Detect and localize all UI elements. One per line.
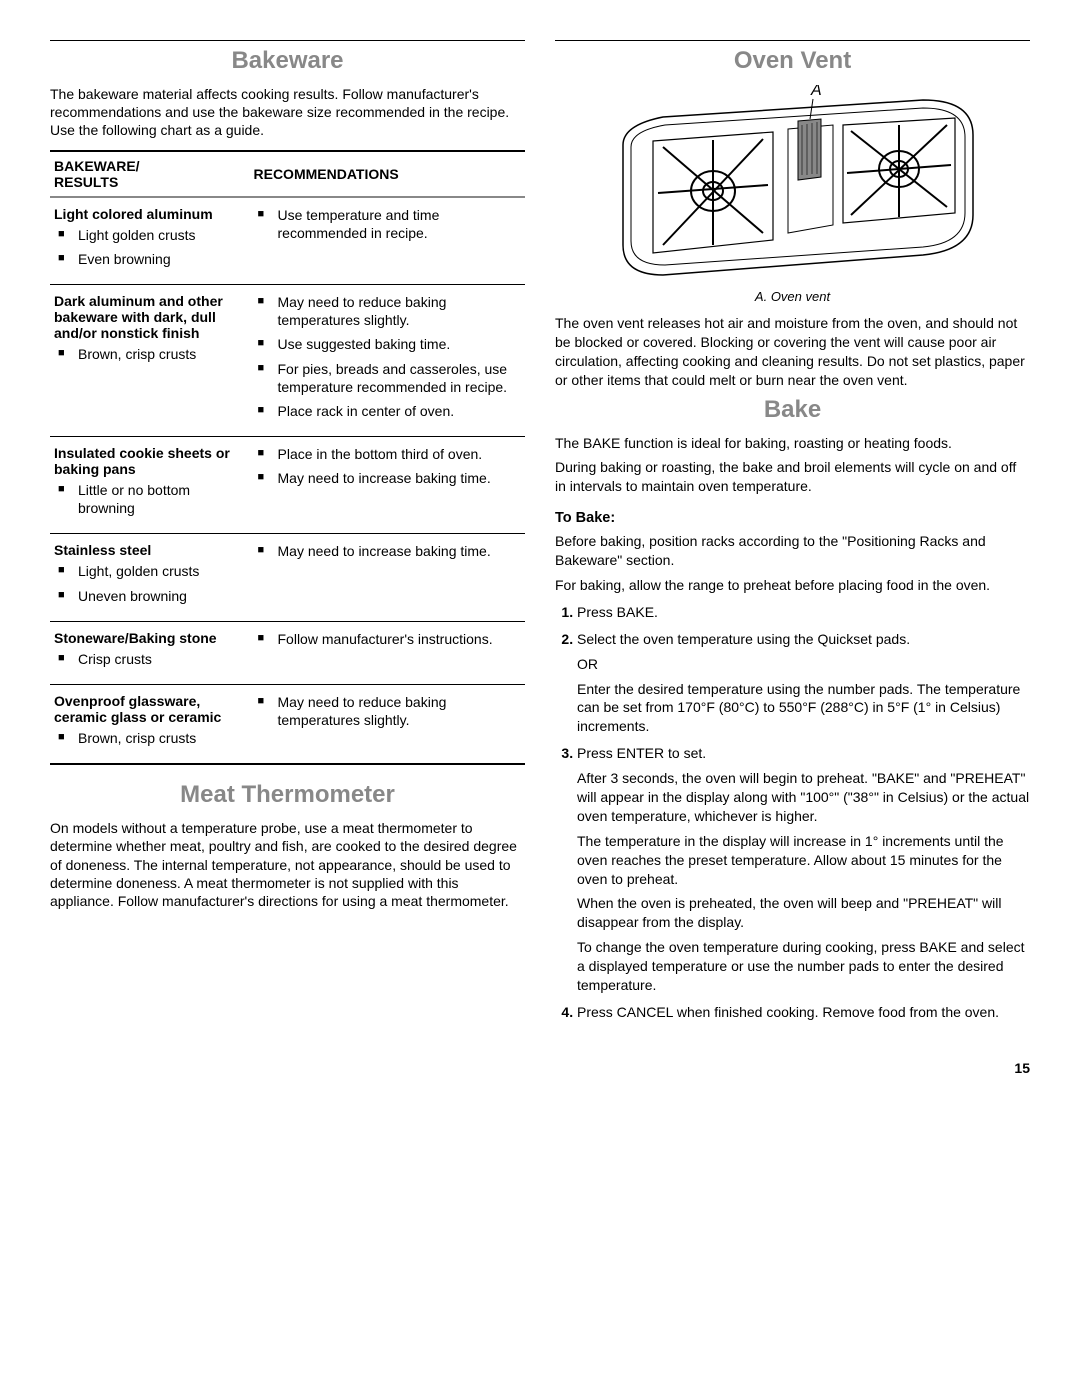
recommendation-item: Place in the bottom third of oven. [254,445,522,463]
material-name: Light colored aluminum [54,206,246,222]
step-sub: Enter the desired temperature using the … [577,680,1030,737]
recommendation-cell: May need to increase baking time. [250,534,526,621]
step-sub: After 3 seconds, the oven will begin to … [577,769,1030,826]
material-name: Dark aluminum and other bakeware with da… [54,293,246,341]
result-item: Brown, crisp crusts [54,345,246,363]
vent-caption: A. Oven vent [555,289,1030,304]
recommendation-item: May need to increase baking time. [254,469,522,487]
right-column: Oven Vent [555,40,1030,1030]
table-row: Stainless steel Light, golden crusts Uneve… [50,534,525,621]
result-item: Brown, crisp crusts [54,729,246,747]
recommendation-cell: Place in the bottom third of oven. May ne… [250,437,526,534]
bake-text-1: The BAKE function is ideal for baking, r… [555,434,1030,453]
step-main: Press ENTER to set. [577,745,706,761]
recommendation-cell: May need to reduce baking temperatures s… [250,284,526,436]
material-name: Ovenproof glassware, ceramic glass or ce… [54,693,246,725]
step-item: Press BAKE. [577,603,1030,622]
recommendation-item: Follow manufacturer's instructions. [254,630,522,648]
vent-cover [798,119,821,180]
bakeware-heading: Bakeware [50,47,525,77]
recommendation-item: May need to reduce baking temperatures s… [254,293,522,329]
to-bake-heading: To Bake: [555,510,1030,526]
material-cell: Stoneware/Baking stone Crisp crusts [50,621,250,684]
recommendation-item: For pies, breads and casseroles, use tem… [254,360,522,396]
table-row: Ovenproof glassware, ceramic glass or ce… [50,685,525,765]
material-name: Stoneware/Baking stone [54,630,246,646]
table-row: Insulated cookie sheets or baking pans Li… [50,437,525,534]
result-item: Uneven browning [54,587,246,605]
recommendation-cell: Use temperature and time recommended in … [250,197,526,285]
result-item: Light golden crusts [54,226,246,244]
rule-top-right [555,40,1030,41]
step-sub: OR [577,655,1030,674]
result-item: Crisp crusts [54,650,246,668]
bakeware-intro: The bakeware material affects cooking re… [50,85,525,140]
recommendation-item: May need to increase baking time. [254,542,522,560]
bake-steps-list: Press BAKE. Select the oven temperature u… [555,603,1030,1022]
recommendation-item: Use suggested baking time. [254,335,522,353]
step-sub: When the oven is preheated, the oven wil… [577,894,1030,932]
left-column: Bakeware The bakeware material affects c… [50,40,525,1030]
bakeware-table: BAKEWARE/ RESULTS RECOMMENDATIONS Light … [50,150,525,766]
step-sub: The temperature in the display will incr… [577,832,1030,889]
recommendation-cell: May need to reduce baking temperatures s… [250,685,526,765]
table-header-results: BAKEWARE/ RESULTS [50,151,250,197]
bake-text-2: During baking or roasting, the bake and … [555,458,1030,496]
page-number: 15 [0,1060,1080,1096]
step-main: Press CANCEL when finished cooking. Remo… [577,1004,999,1020]
recommendation-item: Place rack in center of oven. [254,402,522,420]
material-cell: Light colored aluminum Light golden crust… [50,197,250,285]
right-burner-grate [847,125,951,217]
result-item: Light, golden crusts [54,562,246,580]
material-cell: Stainless steel Light, golden crusts Uneve… [50,534,250,621]
result-item: Little or no bottom browning [54,481,246,517]
material-name: Stainless steel [54,542,246,558]
table-row: Light colored aluminum Light golden crust… [50,197,525,285]
recommendation-item: Use temperature and time recommended in … [254,206,522,242]
vent-label-A: A [810,85,822,99]
step-sub: To change the oven temperature during co… [577,938,1030,995]
bake-heading: Bake [555,396,1030,426]
bake-pre-1: Before baking, position racks according … [555,532,1030,570]
material-cell: Insulated cookie sheets or baking pans Li… [50,437,250,534]
step-main: Select the oven temperature using the Qu… [577,631,910,647]
rule-top-left [50,40,525,41]
meat-thermometer-text: On models without a temperature probe, u… [50,819,525,910]
step-main: Press BAKE. [577,604,658,620]
recommendation-item: May need to reduce baking temperatures s… [254,693,522,729]
vent-text: The oven vent releases hot air and moist… [555,314,1030,390]
step-item: Press CANCEL when finished cooking. Remo… [577,1003,1030,1022]
table-header-recs: RECOMMENDATIONS [250,151,526,197]
meat-thermometer-heading: Meat Thermometer [50,781,525,811]
recommendation-cell: Follow manufacturer's instructions. [250,621,526,684]
oven-vent-diagram: A [603,85,983,285]
material-cell: Dark aluminum and other bakeware with da… [50,284,250,436]
bake-pre-2: For baking, allow the range to preheat b… [555,576,1030,595]
material-cell: Ovenproof glassware, ceramic glass or ce… [50,685,250,765]
result-item: Even browning [54,250,246,268]
left-burner-grate [658,139,768,245]
oven-vent-heading: Oven Vent [555,47,1030,77]
material-name: Insulated cookie sheets or baking pans [54,445,246,477]
step-item: Press ENTER to set. After 3 seconds, the … [577,744,1030,995]
table-row: Stoneware/Baking stone Crisp crusts Follow… [50,621,525,684]
page-container: Bakeware The bakeware material affects c… [0,0,1080,1060]
step-item: Select the oven temperature using the Qu… [577,630,1030,736]
table-row: Dark aluminum and other bakeware with da… [50,284,525,436]
